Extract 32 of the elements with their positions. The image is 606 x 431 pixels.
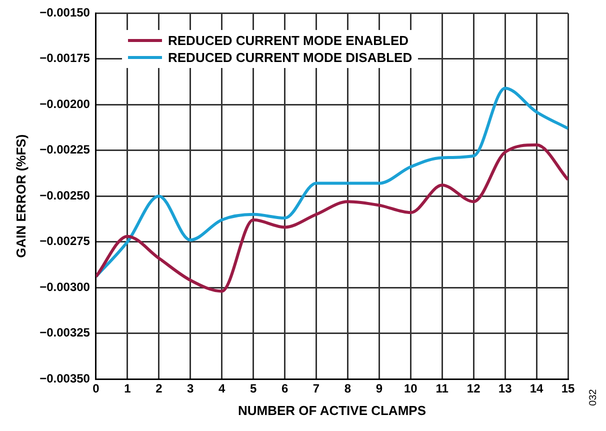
x-axis-title: NUMBER OF ACTIVE CLAMPS <box>238 402 426 418</box>
x-tick-label: 0 <box>92 382 100 396</box>
y-axis-title: GAIN ERROR (%FS) <box>13 134 28 258</box>
x-tick-label: 12 <box>466 382 481 396</box>
x-tick-label: 2 <box>156 382 163 396</box>
x-tick-label: 4 <box>218 382 226 396</box>
x-tick-label: 14 <box>530 382 544 396</box>
line-series <box>96 143 568 293</box>
x-tick-label: 11 <box>436 382 449 396</box>
y-tick-label: −0.00275 <box>40 234 90 248</box>
y-tick-label: −0.00225 <box>40 142 90 157</box>
x-tick-label: 7 <box>312 382 320 396</box>
y-tick-label: −0.00250 <box>40 188 90 202</box>
text: 032 <box>588 389 600 406</box>
x-tick-label: 15 <box>561 382 575 396</box>
legend-label: REDUCED CURRENT MODE ENABLED <box>168 33 409 48</box>
y-tick-label: −0.00325 <box>40 326 90 340</box>
y-tick-label: −0.00150 <box>40 6 90 20</box>
legend-label: REDUCED CURRENT MODE DISABLED <box>168 50 412 65</box>
x-tick-label: 5 <box>250 382 257 396</box>
x-tick-label: 1 <box>124 382 132 396</box>
y-tick-label: −0.00200 <box>40 96 90 111</box>
x-tick-label: 9 <box>376 382 383 396</box>
y-tick-label: −0.00350 <box>40 371 90 386</box>
y-tick-label: −0.00175 <box>40 51 90 66</box>
x-tick-label: 13 <box>498 382 512 396</box>
y-tick-label: −0.00300 <box>40 280 90 294</box>
x-tick-label: 10 <box>404 382 418 396</box>
x-tick-label: 8 <box>344 382 352 396</box>
line-series <box>96 86 568 278</box>
x-tick-label: 3 <box>187 382 194 396</box>
x-tick-label: 6 <box>281 382 288 396</box>
